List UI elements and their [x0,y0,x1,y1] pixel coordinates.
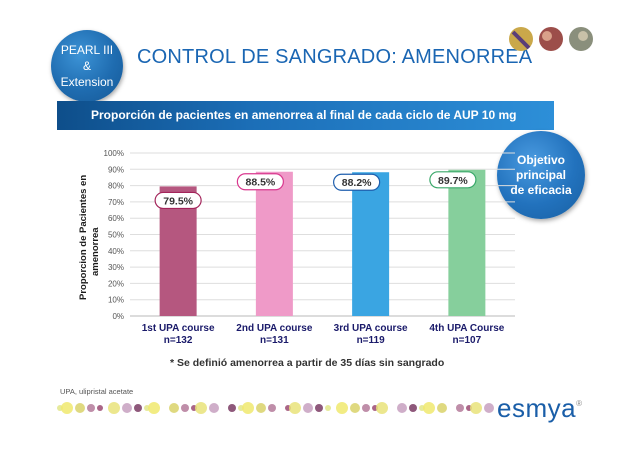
y-tick-label: 60% [108,214,124,223]
y-tick-label: 80% [108,182,124,191]
objective-line-1: Objetivo [516,152,565,167]
decor-dot [437,403,447,413]
objective-bubble: Objetivo principal de eficacia [497,131,585,219]
page-title: CONTROL DE SANGRADO: AMENORREA [137,46,533,68]
registered-mark: ® [576,399,583,408]
decor-dot [256,403,266,413]
badge-line-3: Extension [60,75,114,89]
header-photos [509,27,593,51]
decor-dot [484,403,494,413]
decor-dot [397,403,407,413]
x-tick-label: 2nd UPA course [236,323,313,334]
y-tick-label: 90% [108,165,124,174]
decor-dot [325,405,331,411]
y-axis-label-line-1: Proporcion de Pacientes en [78,175,89,300]
y-tick-label: 10% [108,296,124,305]
y-tick-label: 30% [108,263,124,272]
bars [159,169,486,316]
decor-dot [362,404,370,412]
decor-dot [242,402,254,414]
y-axis-ticks: 0% 10% 20% 30% 40% 50% 60% 70% 80% 90% 100% [104,149,124,321]
amenorrhea-bar-chart: 0% 10% 20% 30% 40% 50% 60% 70% 80% 90% 100% 1st UP… [104,149,515,346]
decor-dot [376,402,388,414]
decor-dot [315,404,323,412]
x-tick-label: 3rd UPA course [334,323,408,334]
decor-dot [409,404,417,412]
bar-2 [255,171,293,316]
y-tick-label: 20% [108,279,124,288]
y-axis-label-line-2: amenorrea [90,227,101,276]
y-tick-label: 40% [108,247,124,256]
badge-line-2: & [82,59,91,73]
decor-dot [108,402,120,414]
data-labels: 79.5% 88.5% 88.2% 89.7% [154,171,477,210]
x-tick-label: 4th UPA Course [429,323,504,334]
decor-dot [228,404,236,412]
decor-dot [181,404,189,412]
decor-dot [61,402,73,414]
decor-dot [148,402,160,414]
y-axis-label: Proporcion de Pacientes en amenorrea [78,175,101,300]
x-tick-n: n=119 [357,335,386,346]
data-label: 88.5% [245,177,275,189]
x-tick-label: 1st UPA course [142,323,215,334]
bar-3 [352,172,390,316]
decor-dot [423,402,435,414]
data-label: 79.5% [163,195,193,207]
data-label: 88.2% [342,177,372,189]
logo-text: esmya [497,393,577,423]
y-tick-label: 100% [104,149,124,158]
x-tick-n: n=131 [260,335,289,346]
decor-dot [350,403,360,413]
data-label: 89.7% [438,175,468,187]
decor-dot [195,402,207,414]
x-tick-n: n=132 [164,335,193,346]
decor-dot [303,403,313,413]
bar-4 [448,169,486,316]
abbreviation-note: UPA, ulipristal acetate [60,387,134,396]
data-label-box [333,173,381,191]
decor-dot [87,404,95,412]
decor-dot [336,402,348,414]
data-label-box [154,191,202,210]
badge-line-1: PEARL III [60,43,114,57]
decor-dot [470,402,482,414]
decor-dot [97,405,103,411]
study-badge: PEARL III & Extension [51,30,123,102]
decor-dot [289,402,301,414]
decor-dot [209,403,219,413]
footnote: * Se definió amenorrea a partir de 35 dí… [170,357,445,369]
y-tick-label: 70% [108,198,124,207]
esmya-logo: esmya® [497,393,582,424]
decor-dot [122,403,132,413]
data-label-box [236,173,284,191]
decor-dot [268,404,276,412]
decorative-dots [57,402,494,414]
y-tick-label: 0% [112,312,124,321]
decor-dot [134,404,142,412]
decor-dot [169,403,179,413]
y-tick-label: 50% [108,231,124,240]
decor-dot [75,403,85,413]
x-tick-n: n=107 [453,335,482,346]
objective-line-2: principal [515,167,566,182]
data-label-box [429,171,477,189]
subtitle-banner: Proporción de pacientes en amenorrea al … [57,101,554,130]
decor-dot [456,404,464,412]
objective-line-3: de eficacia [510,182,572,197]
